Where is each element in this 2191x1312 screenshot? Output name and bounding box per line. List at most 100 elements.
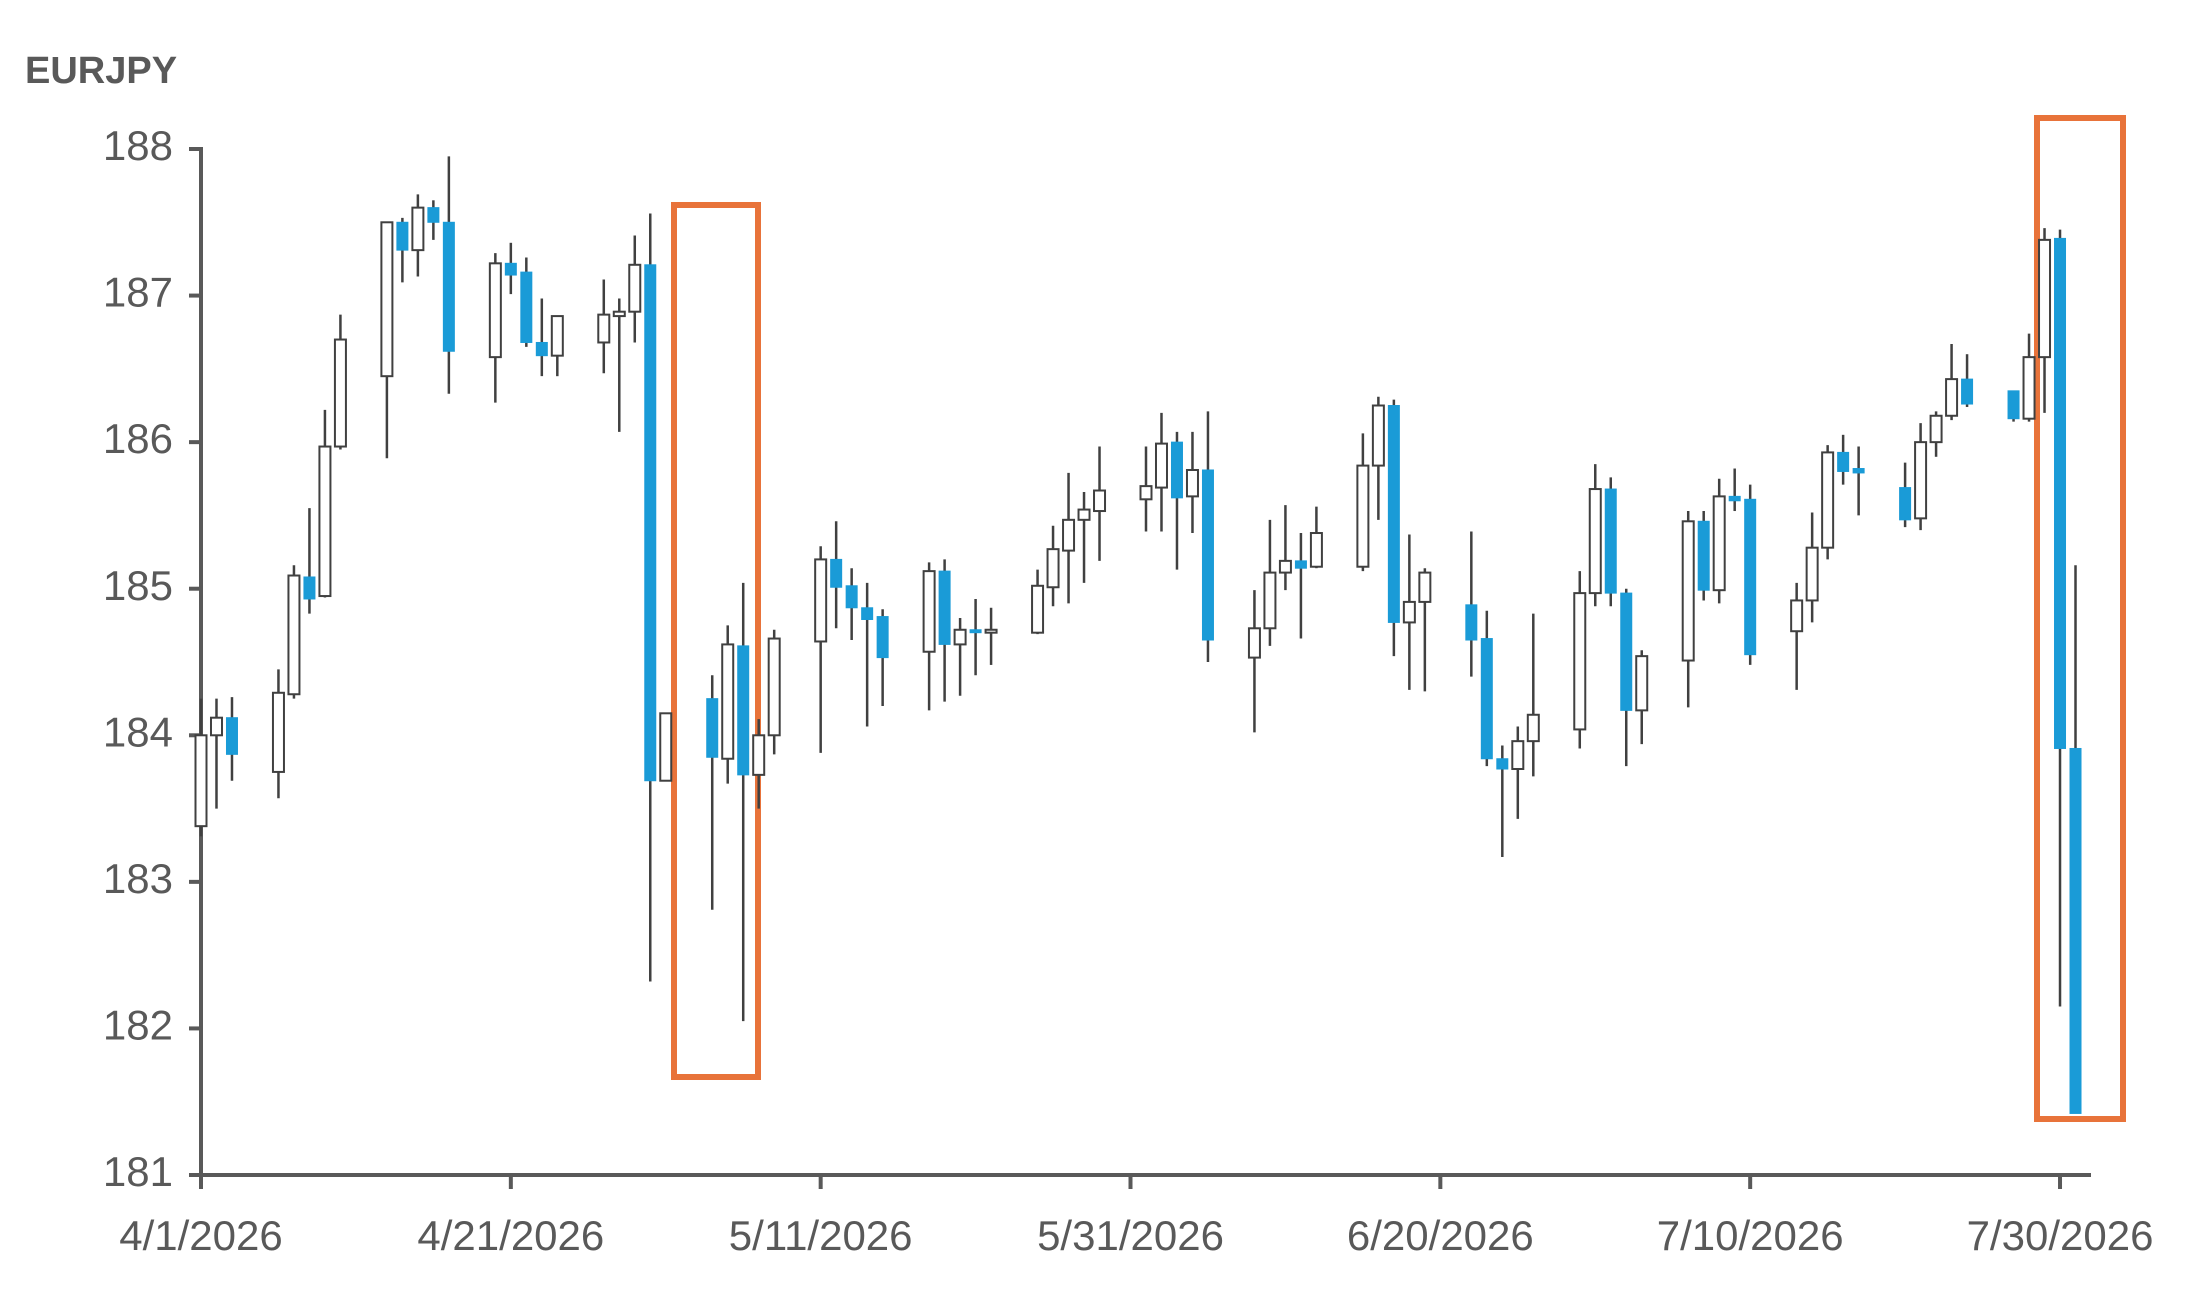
candle-body — [225, 717, 238, 755]
candle-body — [1387, 405, 1400, 623]
candle-body — [1744, 498, 1757, 656]
candle-body — [1805, 546, 1819, 602]
x-tick-label: 7/30/2026 — [1967, 1212, 2154, 1259]
candle-body — [1465, 604, 1478, 641]
candle-body — [1914, 441, 1928, 520]
candle-body — [1620, 592, 1633, 711]
candle-body — [737, 645, 750, 776]
candle-body — [938, 570, 951, 645]
candle-body — [922, 570, 936, 653]
candle-body — [333, 338, 347, 448]
candle-body — [550, 315, 564, 357]
candle-body — [1526, 713, 1540, 743]
candle-body — [1588, 488, 1602, 595]
x-tick-label: 5/11/2026 — [729, 1212, 913, 1259]
candle-body — [1728, 495, 1741, 502]
y-tick-label: 184 — [103, 708, 173, 755]
candle-body — [1170, 441, 1183, 499]
candle-body — [969, 629, 982, 634]
candle-body — [1278, 559, 1292, 574]
candle-body — [1154, 442, 1168, 489]
candle-body — [1247, 627, 1261, 659]
candle-body — [597, 313, 611, 344]
candle-body — [953, 628, 967, 646]
candle-body — [1402, 600, 1416, 624]
candle-body — [194, 734, 208, 828]
candle-body — [1511, 740, 1525, 770]
x-tick-label: 7/10/2026 — [1657, 1212, 1844, 1259]
candle-body — [411, 206, 425, 252]
y-tick-label: 187 — [103, 269, 173, 316]
candle-body — [1356, 464, 1370, 568]
y-tick-label: 188 — [103, 122, 173, 169]
x-tick-label: 6/20/2026 — [1347, 1212, 1534, 1259]
candle-body — [830, 558, 843, 588]
candle-body — [1046, 548, 1060, 589]
candle-body — [1573, 592, 1587, 731]
candle-body — [427, 207, 440, 223]
candle-body — [659, 712, 673, 782]
x-tick-label: 4/21/2026 — [417, 1212, 604, 1259]
candle-body — [2022, 356, 2036, 420]
y-tick-label: 186 — [103, 415, 173, 462]
candle-body — [1681, 520, 1695, 662]
y-tick-label: 181 — [103, 1148, 173, 1195]
candle-body — [209, 716, 223, 737]
candle-body — [721, 643, 735, 760]
candle-body — [1185, 468, 1199, 498]
candle-body — [1201, 469, 1214, 641]
candle-body — [1418, 571, 1432, 603]
candle-body — [984, 628, 998, 634]
chart-title: EURJPY — [25, 50, 177, 92]
candle-body — [1837, 451, 1850, 472]
candle-body — [1635, 655, 1649, 712]
candle-body — [1031, 584, 1045, 634]
y-tick-label: 185 — [103, 562, 173, 609]
candle-body — [628, 263, 642, 313]
candle-body — [767, 637, 781, 737]
candle-body — [504, 262, 517, 276]
candle-body — [535, 341, 548, 357]
highlight-box — [2034, 115, 2126, 1122]
candle-body — [1790, 599, 1804, 633]
candle-body — [1821, 451, 1835, 549]
candle-body — [1945, 378, 1959, 417]
candle-body — [442, 221, 455, 352]
candle-body — [1961, 378, 1974, 405]
candle-body — [752, 734, 766, 776]
candle-body — [612, 310, 626, 318]
candle-body — [1093, 489, 1107, 513]
candle-body — [488, 262, 502, 359]
candle-body — [380, 221, 394, 378]
candle-body — [1697, 520, 1710, 591]
candle-body — [706, 698, 719, 758]
candle-body — [2054, 237, 2067, 749]
candle-body — [287, 574, 301, 696]
candle-body — [271, 691, 285, 773]
candle-body — [396, 221, 409, 251]
candle-body — [1139, 485, 1153, 501]
candle-body — [1929, 414, 1943, 444]
candle-body — [1077, 508, 1091, 521]
y-tick-label: 182 — [103, 1002, 173, 1049]
candle-body — [1899, 487, 1912, 521]
candle-body — [1263, 571, 1277, 630]
candle-body — [303, 576, 316, 600]
candle-body — [2038, 238, 2052, 359]
candle-body — [861, 607, 874, 620]
candle-body — [814, 558, 828, 643]
candle-body — [2069, 747, 2082, 1114]
candle-body — [1480, 638, 1493, 760]
candle-body — [845, 585, 858, 609]
x-tick-label: 5/31/2026 — [1037, 1212, 1224, 1259]
candle-body — [1496, 758, 1509, 770]
candle-body — [1294, 560, 1307, 569]
y-tick-label: 183 — [103, 855, 173, 902]
candle-body — [644, 264, 657, 782]
candle-body — [876, 616, 889, 659]
x-tick-label: 4/1/2026 — [119, 1212, 283, 1259]
candle-body — [1852, 468, 1865, 474]
candle-body — [520, 271, 533, 343]
candle-body — [1371, 404, 1385, 467]
candle-body — [318, 445, 332, 598]
